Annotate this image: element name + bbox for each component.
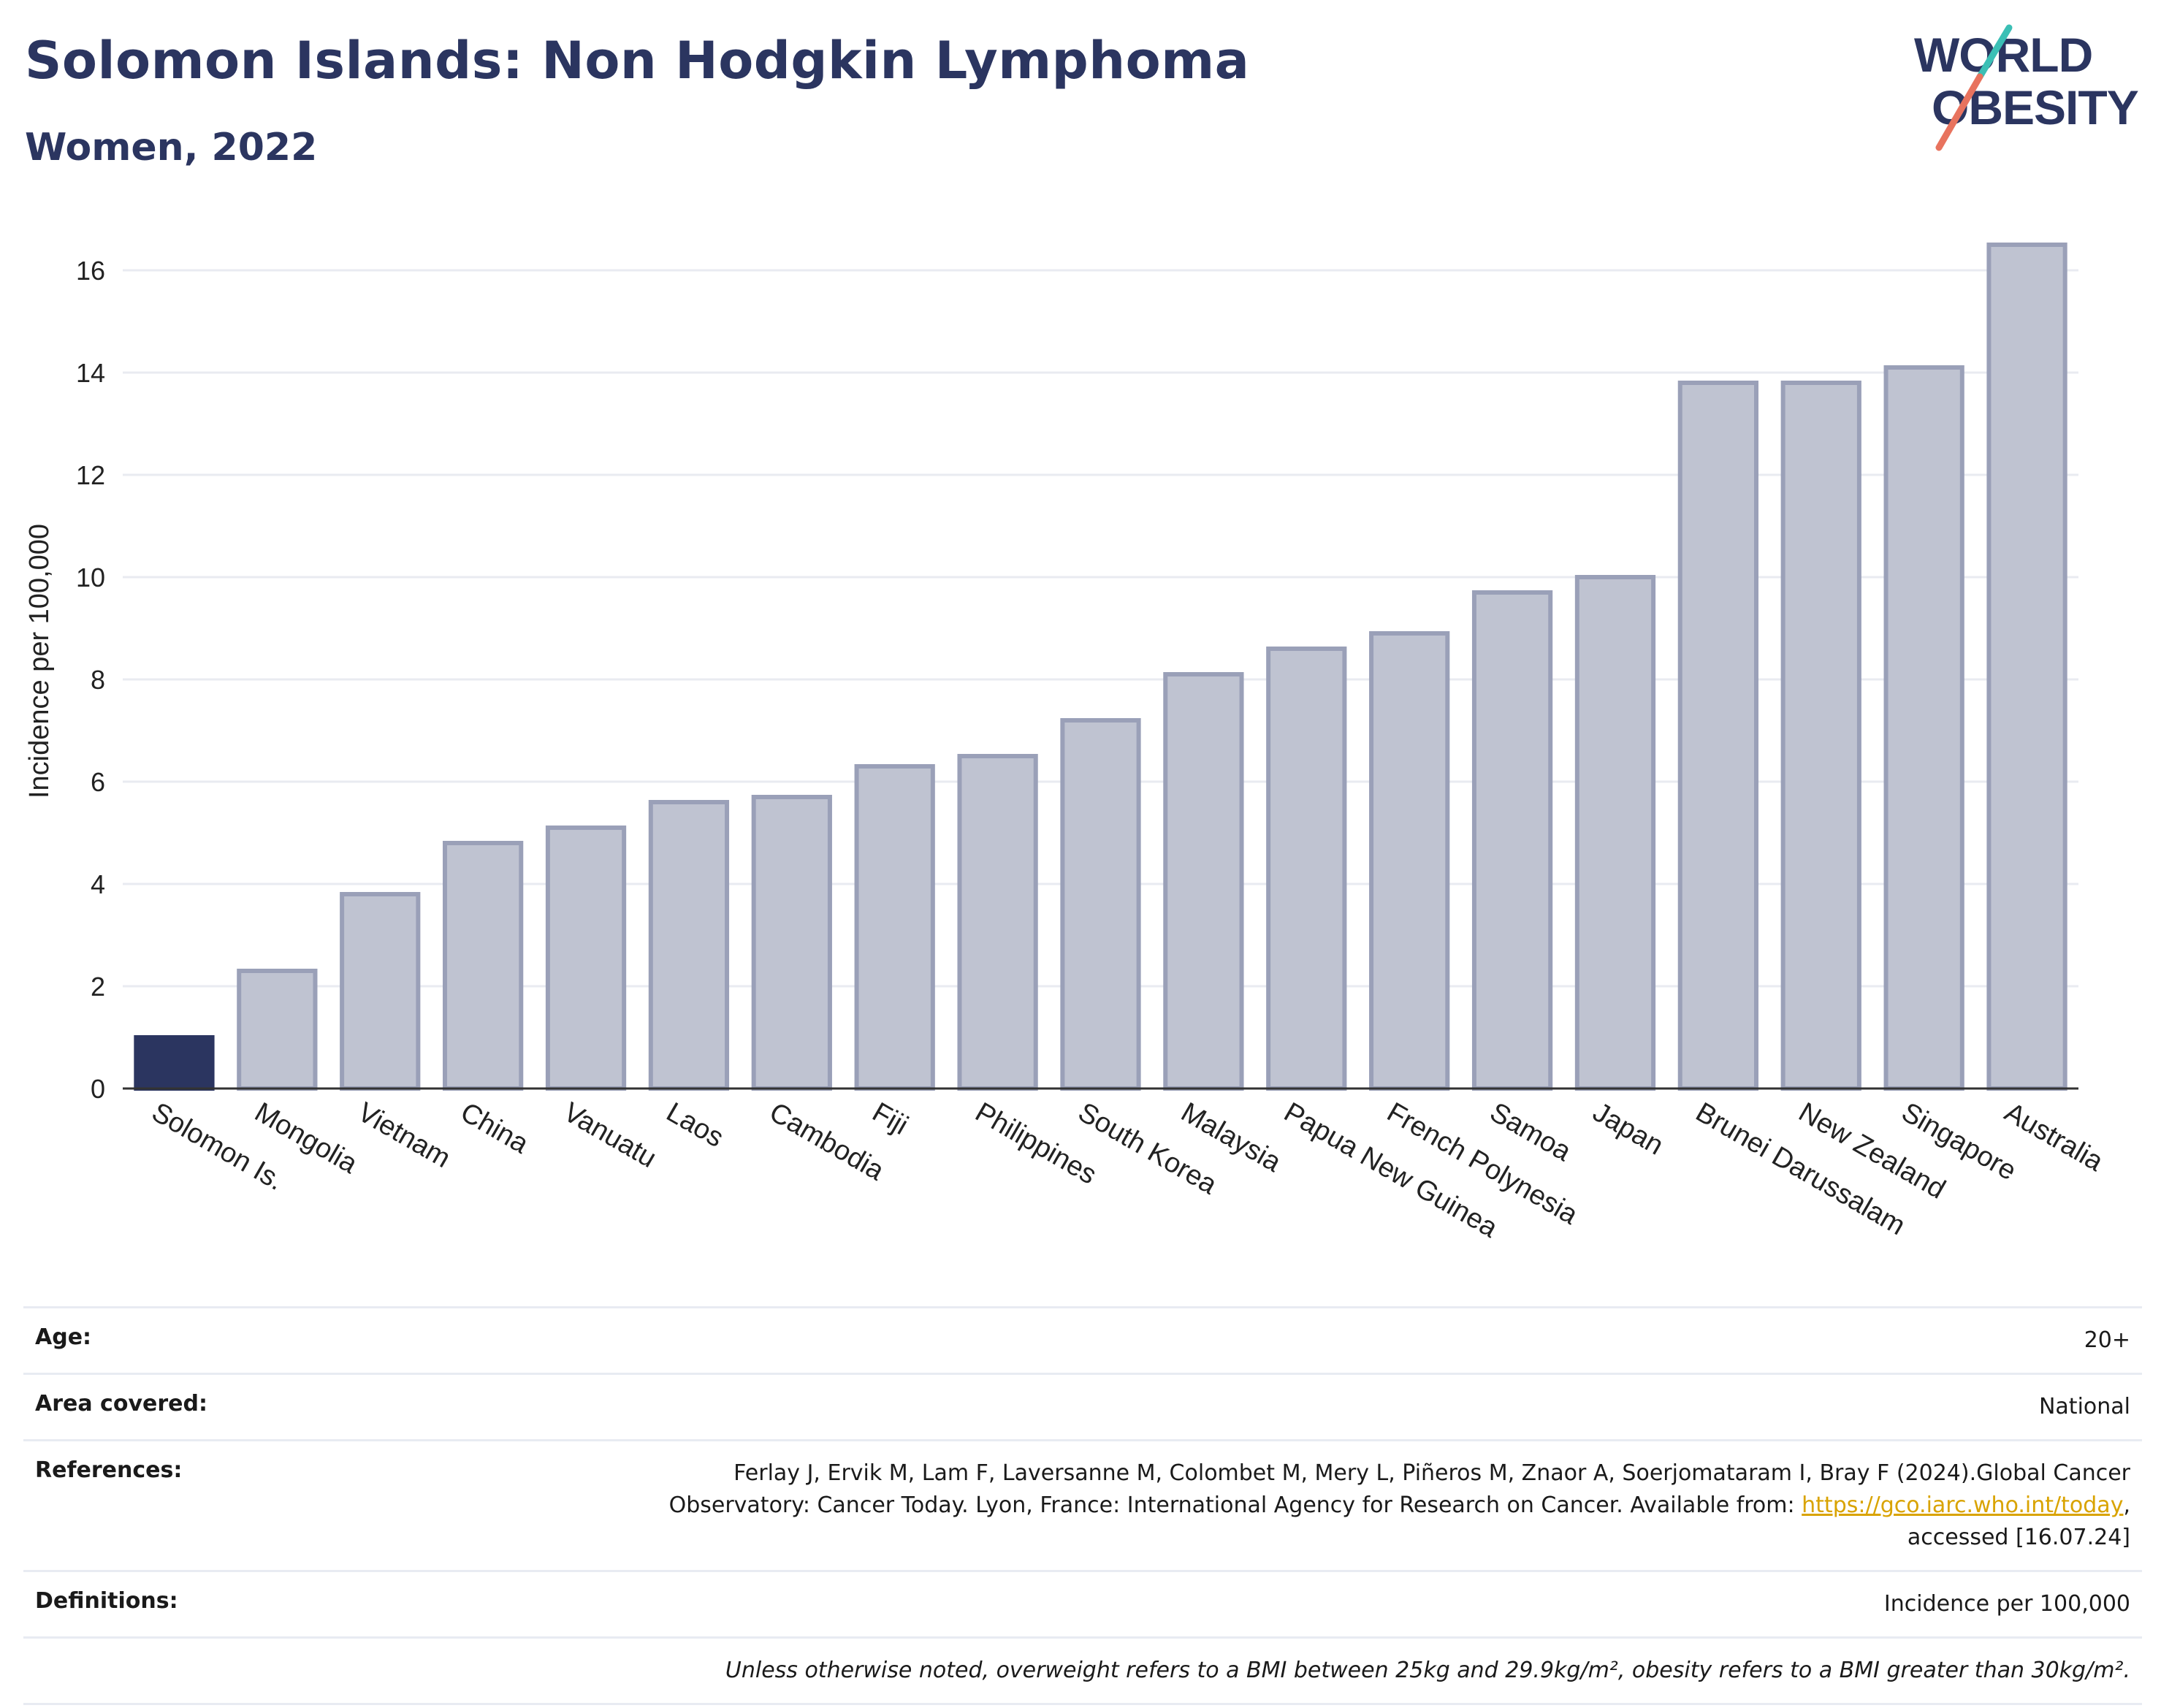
y-tick-label: 16 [76, 256, 105, 286]
area-value: National [2038, 1394, 2130, 1419]
references-line2: Observatory: Cancer Today. Lyon, France:… [668, 1492, 1802, 1518]
bar-malaysia [1163, 672, 1244, 1091]
y-tick-label: 12 [76, 460, 105, 490]
meta-row-references: References: Ferlay J, Ervik M, Lam F, La… [23, 1439, 2142, 1570]
chart-title: Solomon Islands: Non Hodgkin Lymphoma [25, 31, 1250, 91]
age-value: 20+ [2084, 1327, 2130, 1353]
x-tick-label: Fiji [867, 1097, 913, 1141]
bar-china [443, 841, 524, 1091]
bars [134, 243, 2067, 1091]
age-label: Age: [35, 1324, 92, 1350]
x-tick-label: Cambodia [764, 1097, 890, 1186]
x-tick-label: Laos [661, 1097, 728, 1154]
x-tick-label: Vietnam [352, 1097, 455, 1174]
logo-line2: OBESITY [1932, 80, 2138, 134]
y-axis-ticks: 0 2 4 6 8 10 12 14 16 [76, 256, 105, 1104]
metadata-table: Age: 20+ Area covered: National Referenc… [23, 1306, 2142, 1705]
bar-australia [1986, 243, 2067, 1091]
bar-solomon-is- [134, 1035, 215, 1091]
meta-row-age: Age: 20+ [23, 1306, 2142, 1373]
references-label: References: [35, 1457, 183, 1483]
y-tick-label: 14 [76, 358, 105, 388]
definitions-value: Incidence per 100,000 [1883, 1591, 2130, 1617]
bar-south-korea [1060, 718, 1141, 1091]
x-tick-label: Japan [1588, 1097, 1669, 1161]
y-tick-label: 4 [91, 869, 105, 899]
x-tick-label: China [455, 1097, 534, 1159]
bar-vietnam [340, 892, 421, 1091]
bar-japan [1574, 575, 1656, 1091]
bar-brunei-darussalam [1677, 381, 1758, 1091]
bar-new-zealand [1780, 381, 1861, 1091]
y-tick-label: 10 [76, 563, 105, 592]
bar-philippines [957, 754, 1038, 1091]
bar-cambodia [751, 795, 832, 1091]
references-line3: accessed [16.07.24] [1907, 1525, 2130, 1550]
logo-slash-coral [1935, 73, 1983, 151]
definitions-label: Definitions: [35, 1588, 178, 1614]
x-tick-label: Vanuatu [558, 1097, 661, 1174]
references-link[interactable]: https://gco.iarc.who.int/today [1802, 1492, 2124, 1518]
y-tick-label: 6 [91, 767, 105, 797]
references-value: Ferlay J, Ervik M, Lam F, Laversanne M, … [669, 1457, 2130, 1554]
bar-vanuatu [545, 826, 627, 1091]
references-line2-end: , [2123, 1492, 2130, 1518]
references-line1: Ferlay J, Ervik M, Lam F, Laversanne M, … [733, 1460, 2130, 1486]
area-label: Area covered: [35, 1391, 207, 1417]
y-tick-label: 2 [91, 972, 105, 1002]
bar-singapore [1883, 365, 1964, 1091]
logo-slash-teal [1976, 24, 2013, 80]
y-axis-label: Incidence per 100,000 [24, 524, 55, 798]
world-obesity-logo: WORLD OBESITY [1914, 24, 2139, 151]
bar-french-polynesia [1369, 631, 1450, 1091]
bar-fiji [854, 764, 935, 1091]
meta-row-note: Unless otherwise noted, overweight refer… [23, 1636, 2142, 1705]
meta-row-definitions: Definitions: Incidence per 100,000 [23, 1570, 2142, 1636]
meta-row-area: Area covered: National [23, 1373, 2142, 1439]
chart-subtitle: Women, 2022 [25, 126, 318, 169]
y-tick-label: 8 [91, 665, 105, 695]
bar-papua-new-guinea [1266, 647, 1347, 1091]
bmi-note: Unless otherwise noted, overweight refer… [725, 1658, 2130, 1683]
bar-samoa [1471, 590, 1553, 1091]
y-tick-label: 0 [91, 1074, 105, 1104]
bar-laos [648, 800, 730, 1091]
bar-mongolia [237, 969, 318, 1091]
